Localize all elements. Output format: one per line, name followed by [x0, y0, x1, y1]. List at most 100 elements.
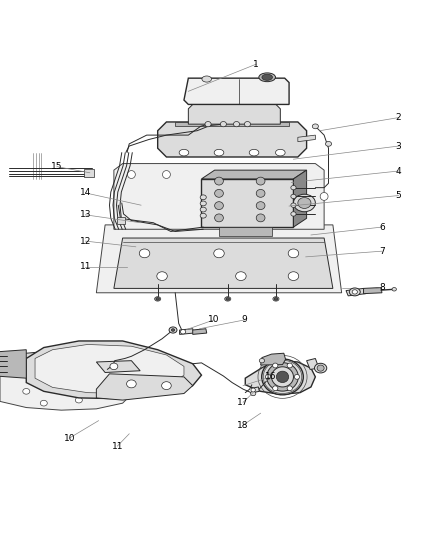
Text: 2: 2: [396, 113, 401, 122]
Ellipse shape: [180, 329, 186, 334]
Ellipse shape: [262, 74, 272, 80]
Polygon shape: [0, 350, 26, 378]
Polygon shape: [193, 329, 207, 334]
Polygon shape: [184, 78, 289, 104]
Ellipse shape: [171, 329, 175, 332]
Ellipse shape: [265, 375, 271, 379]
Ellipse shape: [325, 141, 332, 146]
Text: 13: 13: [80, 211, 91, 219]
Ellipse shape: [291, 203, 296, 207]
Ellipse shape: [249, 149, 259, 156]
Polygon shape: [35, 344, 184, 393]
Ellipse shape: [350, 288, 360, 296]
Ellipse shape: [200, 195, 206, 200]
Text: 1: 1: [253, 60, 259, 69]
Text: 4: 4: [396, 166, 401, 175]
Ellipse shape: [155, 297, 161, 301]
Ellipse shape: [267, 362, 298, 391]
Ellipse shape: [293, 194, 315, 212]
Polygon shape: [298, 135, 315, 142]
Ellipse shape: [251, 388, 255, 392]
Ellipse shape: [314, 364, 327, 373]
Polygon shape: [114, 238, 333, 288]
Ellipse shape: [298, 198, 311, 208]
Ellipse shape: [226, 297, 230, 300]
Polygon shape: [252, 387, 259, 393]
Ellipse shape: [220, 122, 226, 127]
Ellipse shape: [127, 380, 136, 388]
Ellipse shape: [272, 386, 278, 391]
Ellipse shape: [259, 359, 265, 363]
Polygon shape: [261, 353, 286, 365]
Ellipse shape: [225, 297, 231, 301]
Ellipse shape: [214, 149, 224, 156]
Polygon shape: [307, 359, 319, 369]
Polygon shape: [180, 329, 194, 334]
Text: 9: 9: [241, 316, 247, 325]
Polygon shape: [245, 361, 315, 394]
Ellipse shape: [156, 297, 159, 300]
Ellipse shape: [214, 249, 224, 258]
Polygon shape: [364, 287, 382, 294]
Ellipse shape: [256, 189, 265, 197]
Ellipse shape: [276, 371, 289, 383]
Ellipse shape: [110, 363, 118, 370]
Ellipse shape: [256, 177, 265, 185]
Ellipse shape: [127, 171, 135, 179]
Ellipse shape: [291, 185, 296, 190]
Ellipse shape: [294, 375, 300, 379]
Ellipse shape: [157, 272, 167, 280]
Text: 10: 10: [64, 434, 75, 443]
Text: 17: 17: [237, 398, 249, 407]
Ellipse shape: [200, 207, 206, 212]
Ellipse shape: [317, 365, 324, 371]
Ellipse shape: [23, 389, 30, 394]
Text: 14: 14: [80, 189, 91, 197]
Polygon shape: [0, 350, 166, 391]
Text: 5: 5: [396, 191, 402, 200]
Polygon shape: [96, 361, 140, 373]
Ellipse shape: [272, 367, 293, 387]
Text: 16: 16: [265, 373, 276, 382]
Ellipse shape: [233, 122, 240, 127]
Polygon shape: [0, 354, 158, 388]
Polygon shape: [96, 225, 342, 293]
Ellipse shape: [215, 177, 223, 185]
Ellipse shape: [169, 327, 177, 333]
Ellipse shape: [256, 214, 265, 222]
Ellipse shape: [75, 397, 82, 403]
Text: 3: 3: [396, 142, 402, 150]
Ellipse shape: [312, 124, 318, 129]
Polygon shape: [96, 374, 193, 400]
Polygon shape: [84, 169, 94, 177]
Ellipse shape: [320, 192, 328, 200]
Ellipse shape: [287, 363, 292, 368]
Ellipse shape: [288, 272, 299, 280]
Polygon shape: [26, 341, 201, 399]
Ellipse shape: [291, 194, 296, 199]
Ellipse shape: [288, 249, 299, 258]
Ellipse shape: [294, 171, 302, 179]
Text: 15: 15: [51, 162, 63, 171]
Text: 11: 11: [80, 262, 91, 271]
Polygon shape: [114, 164, 324, 229]
Polygon shape: [219, 227, 272, 236]
Text: 8: 8: [379, 283, 385, 292]
Polygon shape: [158, 122, 307, 157]
Ellipse shape: [251, 391, 256, 395]
Polygon shape: [346, 288, 366, 296]
Ellipse shape: [274, 297, 278, 300]
Ellipse shape: [200, 213, 206, 218]
Ellipse shape: [215, 189, 223, 197]
Ellipse shape: [139, 249, 150, 258]
Ellipse shape: [236, 272, 246, 280]
Text: 12: 12: [80, 237, 91, 246]
Polygon shape: [175, 122, 289, 126]
Ellipse shape: [352, 290, 357, 294]
Polygon shape: [188, 104, 280, 124]
Ellipse shape: [202, 76, 212, 82]
Ellipse shape: [215, 201, 223, 209]
Polygon shape: [293, 170, 307, 227]
Ellipse shape: [392, 287, 396, 291]
Ellipse shape: [272, 363, 278, 368]
